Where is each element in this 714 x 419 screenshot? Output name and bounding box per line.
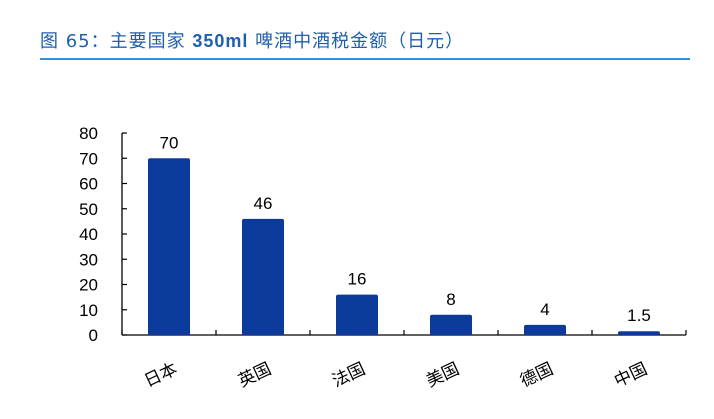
title-suffix: 啤酒中酒税金额（日元） xyxy=(248,31,465,52)
y-tick-label: 60 xyxy=(79,175,98,194)
y-tick-label: 70 xyxy=(79,149,98,168)
bar xyxy=(524,324,566,335)
category-label: 法国 xyxy=(329,359,368,391)
category-label: 英国 xyxy=(235,359,274,391)
bar xyxy=(242,218,284,335)
y-tick-label: 30 xyxy=(79,250,98,269)
bar xyxy=(336,294,378,335)
y-tick-label: 10 xyxy=(79,301,98,320)
data-label: 70 xyxy=(160,133,179,152)
title-underline xyxy=(40,58,690,60)
category-label: 美国 xyxy=(423,359,462,391)
y-tick-label: 0 xyxy=(89,326,98,345)
chart-title: 图 65：主要国家 350ml 啤酒中酒税金额（日元） xyxy=(40,27,464,53)
category-label: 德国 xyxy=(517,359,556,391)
title-prefix: 图 65：主要国家 xyxy=(40,31,193,52)
data-label: 46 xyxy=(254,194,273,213)
data-label: 1.5 xyxy=(627,306,651,325)
data-label: 16 xyxy=(348,270,367,289)
bar xyxy=(618,331,660,335)
y-tick-label: 50 xyxy=(79,200,98,219)
data-label: 4 xyxy=(540,300,549,319)
data-label: 8 xyxy=(446,290,455,309)
category-label: 日本 xyxy=(141,359,180,391)
bar xyxy=(430,314,472,335)
bar xyxy=(148,158,190,335)
y-tick-label: 40 xyxy=(79,225,98,244)
y-tick-label: 20 xyxy=(79,276,98,295)
category-label: 中国 xyxy=(611,359,650,391)
y-tick-label: 80 xyxy=(79,124,98,143)
title-volume: 350ml xyxy=(192,31,249,51)
